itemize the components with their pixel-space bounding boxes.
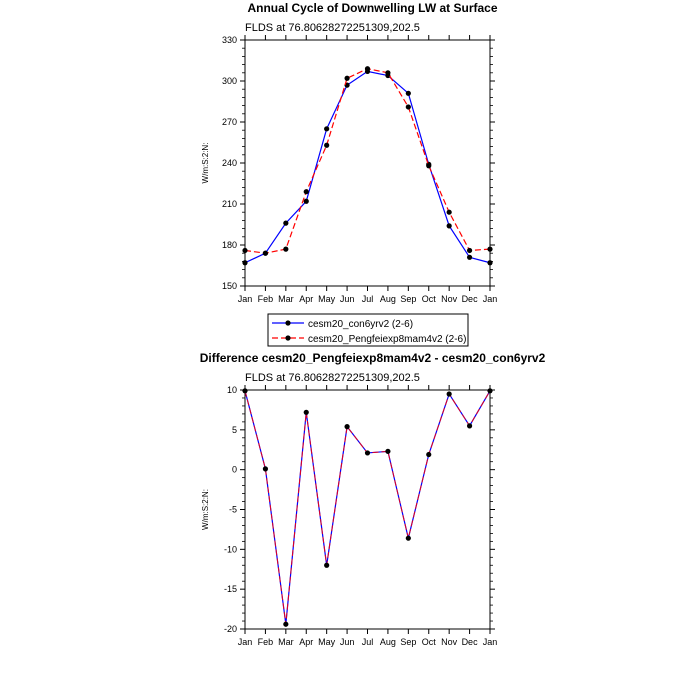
y-tick-label: 330 [222, 35, 237, 45]
y-tick-label: -5 [229, 505, 237, 515]
legend-entry: cesm20_con6yrv2 (2-6) [308, 319, 413, 330]
data-point [283, 220, 289, 226]
x-tick-label: Sep [400, 294, 416, 304]
x-tick-label: Sep [400, 637, 416, 647]
data-point [242, 260, 248, 266]
data-point [487, 246, 493, 252]
data-point [446, 223, 452, 229]
x-tick-label: May [318, 294, 336, 304]
x-tick-label: Jun [340, 294, 355, 304]
legend-marker [285, 320, 291, 326]
x-tick-label: Mar [278, 294, 294, 304]
y-tick-label: 5 [232, 425, 237, 435]
data-point [283, 246, 289, 252]
data-point [466, 247, 473, 254]
x-tick-label: Aug [380, 294, 396, 304]
x-tick-label: Jan [483, 294, 498, 304]
data-point [426, 163, 432, 169]
y-tick-label: 270 [222, 117, 237, 127]
y-tick-label: 240 [222, 158, 237, 168]
data-point [324, 142, 330, 148]
data-point [303, 198, 309, 204]
y-tick-label: 180 [222, 240, 237, 250]
data-point [283, 621, 289, 627]
data-point [487, 388, 493, 394]
legend-box [267, 313, 469, 347]
x-tick-label: Mar [278, 637, 294, 647]
data-point [446, 391, 452, 397]
x-tick-label: Apr [299, 294, 313, 304]
data-point [426, 451, 432, 458]
x-tick-label: Dec [462, 294, 479, 304]
plot-frame [244, 39, 491, 287]
data-point [262, 466, 269, 472]
x-tick-label: Oct [422, 637, 437, 647]
data-point [324, 562, 330, 568]
x-tick-label: Jul [362, 637, 374, 647]
data-point [405, 90, 411, 96]
x-tick-label: Apr [299, 637, 313, 647]
y-axis-label: W/m:S:2:N: [201, 143, 210, 184]
data-point [324, 126, 330, 132]
data-point [364, 66, 371, 72]
data-point [487, 260, 493, 266]
chart-title: Annual Cycle of Downwelling LW at Surfac… [247, 1, 497, 15]
y-tick-label: -10 [224, 544, 237, 554]
chart-title: Difference cesm20_Pengfeiexp8mam4v2 - ce… [200, 351, 546, 365]
data-point [242, 388, 248, 394]
legend-entry: cesm20_Pengfeiexp8mam4v2 (2-6) [308, 334, 466, 345]
series-line-1 [244, 68, 491, 254]
legend-marker [285, 335, 291, 341]
x-tick-label: Jul [362, 294, 374, 304]
series-line-0 [244, 70, 491, 264]
data-point [262, 250, 269, 256]
y-tick-label: 0 [232, 465, 237, 475]
x-tick-label: Feb [258, 637, 274, 647]
data-point [405, 535, 411, 541]
x-tick-label: Feb [258, 294, 274, 304]
y-tick-label: -20 [224, 624, 237, 634]
data-point [466, 423, 473, 429]
x-tick-label: Jun [340, 637, 355, 647]
x-tick-label: Jan [483, 637, 498, 647]
y-axis-label: W/m:S:2:N: [201, 489, 210, 530]
data-point [405, 104, 411, 110]
y-tick-label: 210 [222, 199, 237, 209]
data-point [466, 254, 473, 260]
y-tick-label: 300 [222, 76, 237, 86]
y-tick-label: -15 [224, 584, 237, 594]
y-tick-label: 10 [227, 385, 237, 395]
data-point [385, 70, 391, 76]
data-point [242, 247, 248, 254]
x-tick-label: Nov [441, 637, 458, 647]
data-point [303, 189, 309, 195]
chart-subtitle: FLDS at 76.80628272251309,202.5 [245, 372, 420, 384]
data-point [364, 450, 371, 456]
x-tick-label: Jan [238, 637, 253, 647]
x-tick-label: Oct [422, 294, 437, 304]
data-point [385, 448, 391, 454]
data-point [446, 209, 452, 215]
data-point [303, 409, 309, 415]
x-tick-label: Aug [380, 637, 396, 647]
y-tick-label: 150 [222, 281, 237, 291]
x-tick-label: Dec [462, 637, 479, 647]
data-point [344, 424, 350, 430]
series-line-0 [244, 390, 491, 625]
x-tick-label: Jan [238, 294, 253, 304]
x-tick-label: Nov [441, 294, 458, 304]
data-point [344, 75, 350, 81]
x-tick-label: May [318, 637, 336, 647]
chart-subtitle: FLDS at 76.80628272251309,202.5 [245, 22, 420, 34]
